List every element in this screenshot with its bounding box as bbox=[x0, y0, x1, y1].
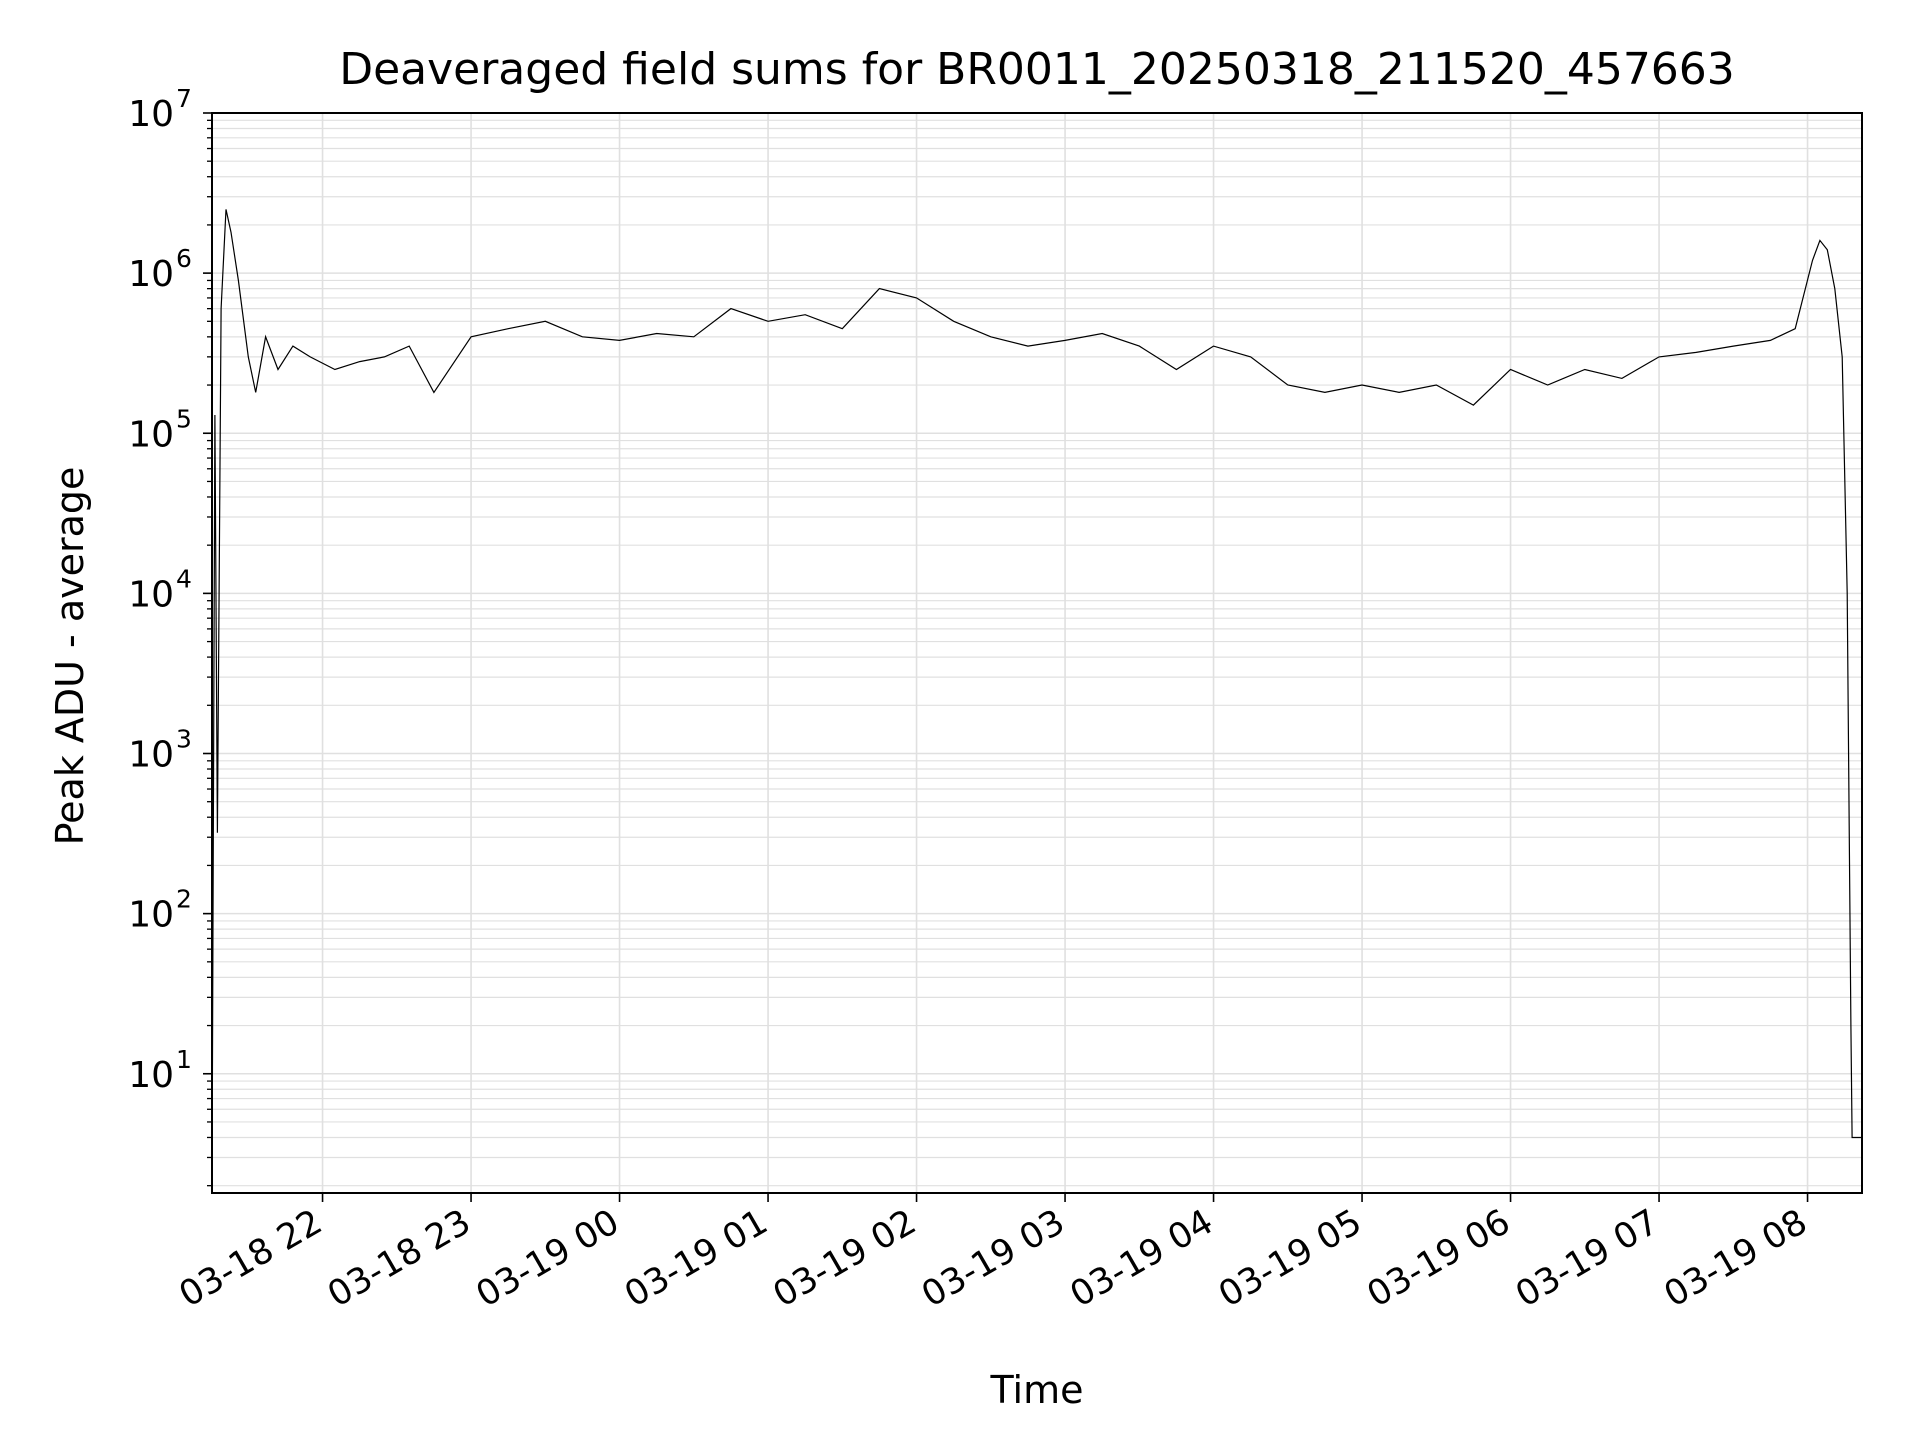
x-tick-label: 03-19 07 bbox=[1509, 1202, 1665, 1315]
x-tick-label: 03-19 00 bbox=[470, 1202, 626, 1315]
y-tick-exponent: 2 bbox=[176, 885, 192, 914]
y-tick-label: 10 6 bbox=[128, 244, 192, 295]
y-tick-exponent: 7 bbox=[176, 84, 192, 113]
y-tick-exponent: 6 bbox=[176, 244, 192, 273]
x-tick-label: 03-19 03 bbox=[915, 1202, 1071, 1315]
x-tick-label: 03-19 05 bbox=[1212, 1202, 1368, 1315]
x-axis-label: Time bbox=[990, 1368, 1084, 1412]
x-tick-label: 03-19 04 bbox=[1064, 1202, 1220, 1315]
y-tick-label: 10 4 bbox=[128, 564, 192, 615]
plot-frame bbox=[211, 112, 1863, 1194]
y-tick-label: 10 5 bbox=[128, 404, 192, 455]
y-tick-base: 10 bbox=[128, 94, 174, 135]
y-tick-exponent: 3 bbox=[176, 725, 192, 754]
y-tick-exponent: 5 bbox=[176, 404, 192, 433]
y-tick-exponent: 1 bbox=[176, 1045, 192, 1074]
y-tick-label: 10 7 bbox=[128, 84, 192, 135]
y-tick-label: 10 3 bbox=[128, 725, 192, 776]
y-tick-base: 10 bbox=[128, 414, 174, 455]
x-tick-label: 03-19 06 bbox=[1361, 1202, 1517, 1315]
y-axis-label: Peak ADU - average bbox=[48, 467, 92, 846]
chart-title: Deaveraged field sums for BR0011_2025031… bbox=[339, 44, 1735, 95]
y-tick-exponent: 4 bbox=[176, 564, 192, 593]
y-tick-label: 10 2 bbox=[128, 885, 192, 936]
x-tick-label: 03-19 02 bbox=[767, 1202, 923, 1315]
x-tick-label: 03-19 01 bbox=[618, 1202, 774, 1315]
series-line bbox=[211, 209, 1862, 1186]
x-tick-label: 03-18 22 bbox=[173, 1202, 329, 1315]
x-tick-label: 03-18 23 bbox=[321, 1202, 477, 1315]
y-tick-base: 10 bbox=[128, 735, 174, 776]
series-group bbox=[211, 209, 1862, 1186]
y-tick-base: 10 bbox=[128, 254, 174, 295]
y-tick-base: 10 bbox=[128, 1055, 174, 1096]
x-tick-label: 03-19 08 bbox=[1658, 1202, 1814, 1315]
grid-lines bbox=[212, 113, 1862, 1193]
y-tick-label: 10 1 bbox=[128, 1045, 192, 1096]
y-tick-base: 10 bbox=[128, 895, 174, 936]
y-tick-base: 10 bbox=[128, 574, 174, 615]
